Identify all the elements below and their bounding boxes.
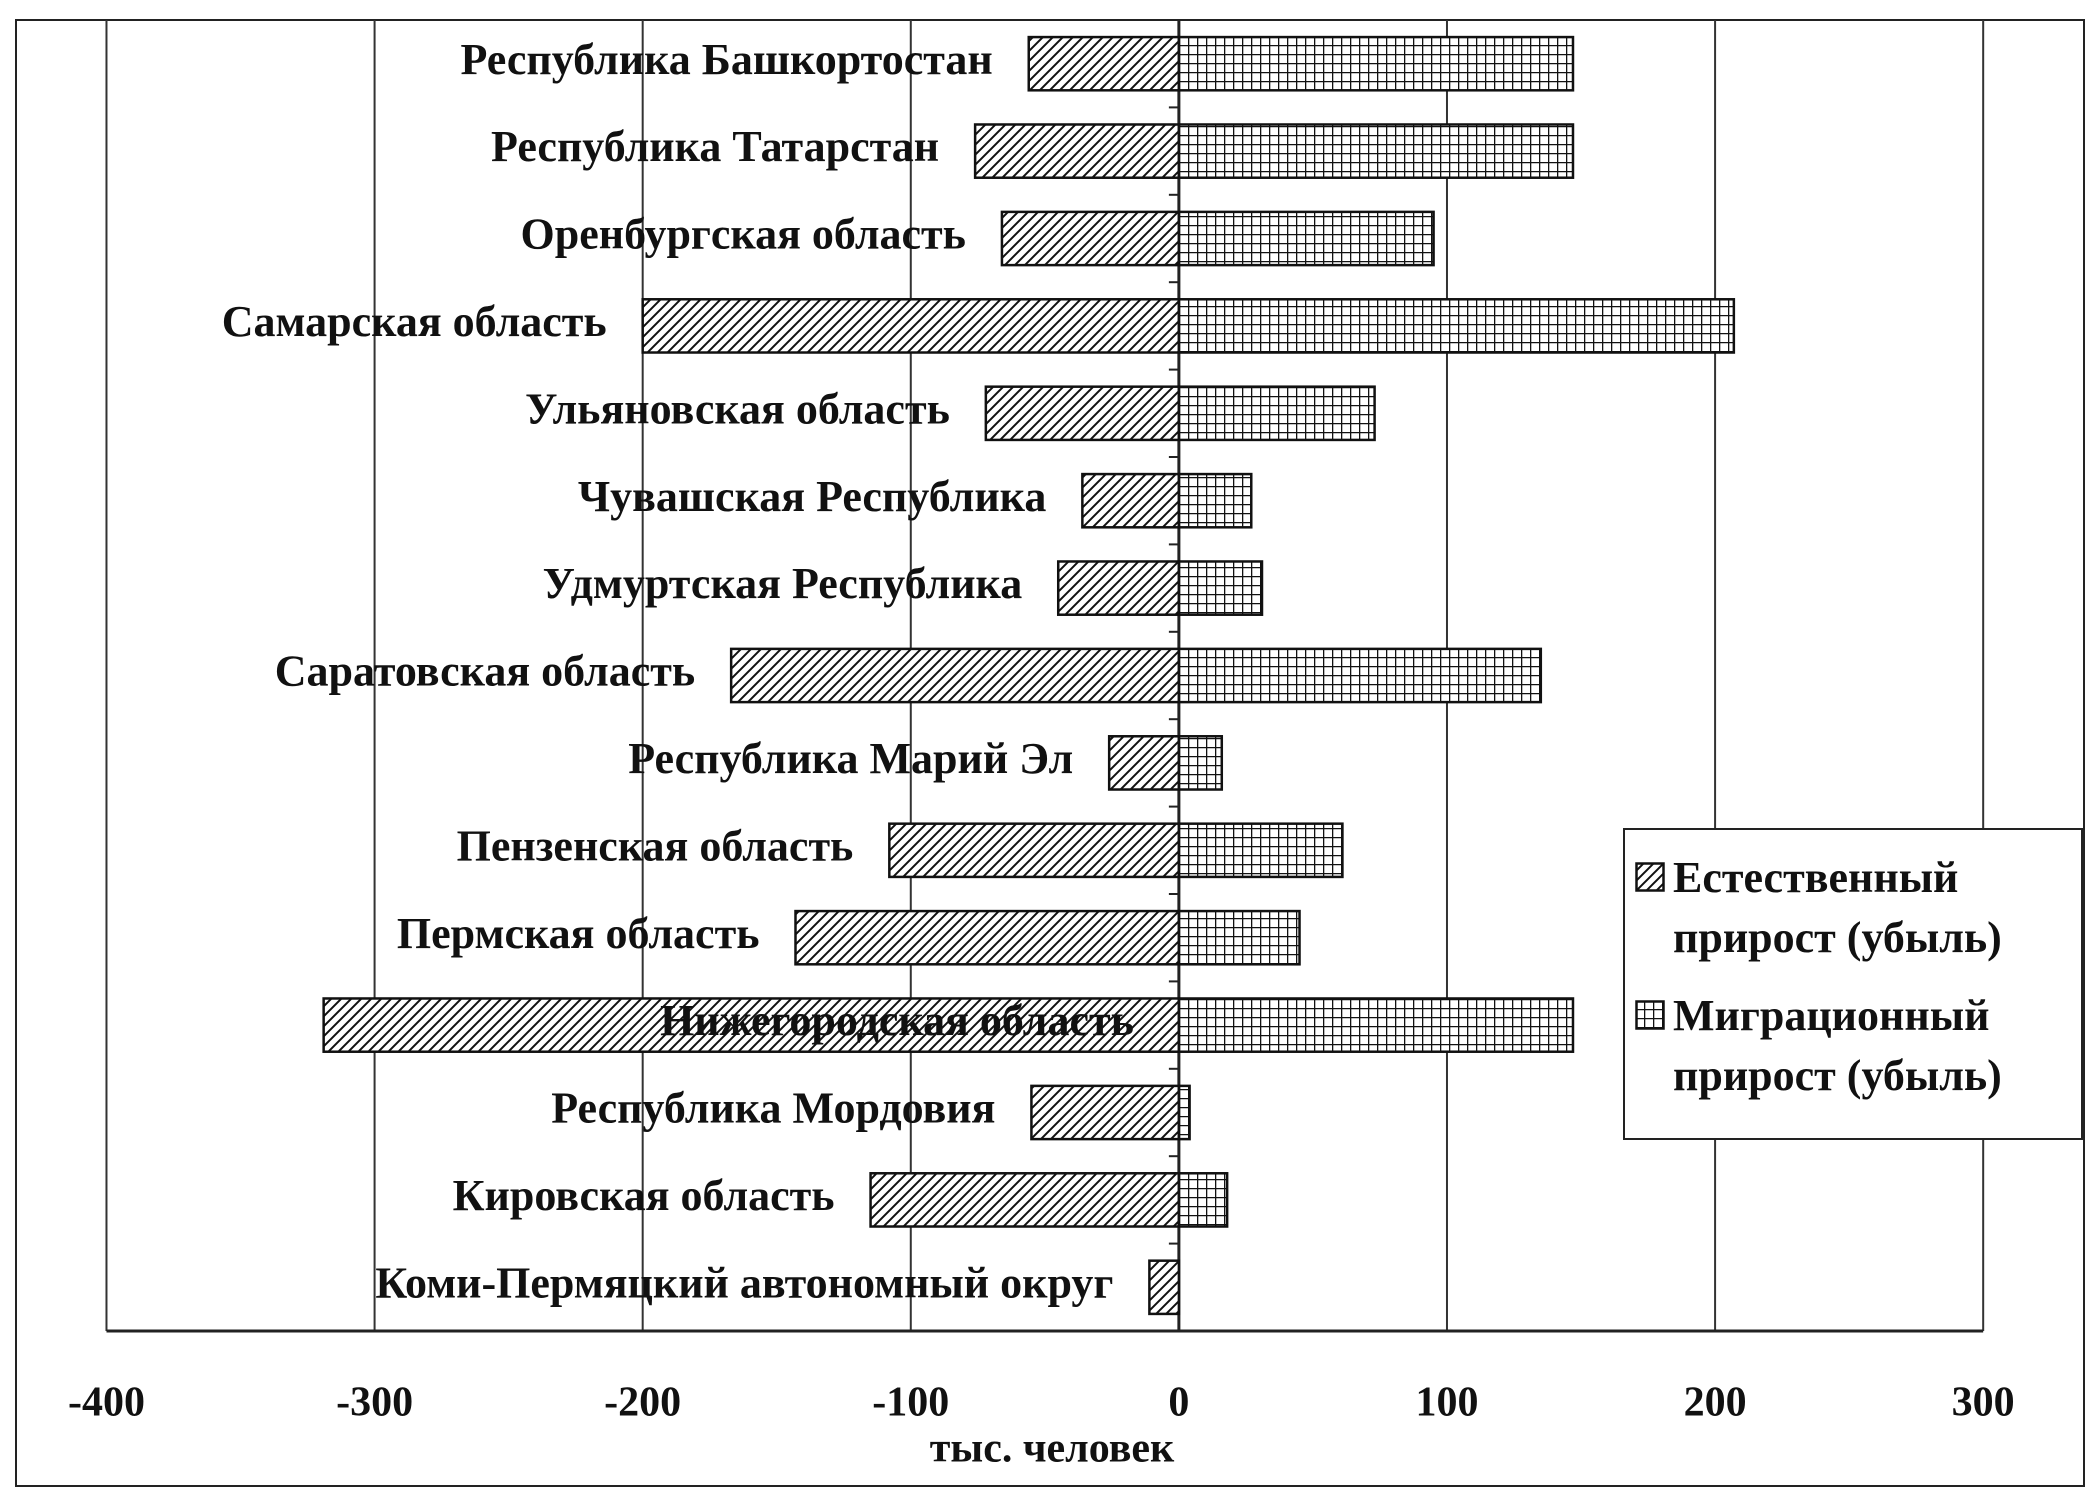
bar — [1177, 123, 1575, 179]
category-label: Республика Башкортостан — [460, 35, 992, 84]
x-tick-label: 300 — [1952, 1380, 2015, 1426]
legend-item: Естественный прирост (убыль) — [1635, 848, 2073, 968]
bar — [1177, 1172, 1229, 1228]
category-label: Пермская область — [397, 909, 760, 958]
x-tick-label: -200 — [604, 1380, 681, 1426]
legend-label: Естественный прирост (убыль) — [1673, 853, 2002, 962]
category-label: Саратовская область — [275, 647, 695, 696]
category-label: Республика Татарстан — [491, 122, 939, 171]
x-tick-label: -400 — [68, 1380, 145, 1426]
category-label: Кировская область — [453, 1171, 835, 1220]
legend: Естественный прирост (убыль) Миграционный… — [1623, 828, 2083, 1140]
bar — [641, 298, 1181, 354]
bar — [973, 123, 1181, 179]
bar — [1177, 909, 1301, 966]
x-tick-label: 0 — [1168, 1380, 1189, 1426]
category-label: Самарская область — [222, 297, 607, 346]
category-label: Оренбургская область — [521, 210, 966, 259]
category-label: Удмуртская Республика — [543, 559, 1023, 608]
bar — [1177, 35, 1575, 92]
bar — [1148, 1259, 1181, 1316]
bar — [794, 909, 1181, 966]
bar — [1177, 210, 1435, 267]
x-tick-label: 100 — [1415, 1380, 1478, 1426]
frame — [15, 19, 2085, 1487]
category-label: Республика Марий Эл — [628, 734, 1073, 783]
bar — [322, 997, 1181, 1053]
legend-swatch — [1635, 862, 1665, 892]
bar — [1056, 560, 1181, 616]
legend-item: Миграционный прирост (убыль) — [1635, 986, 2073, 1106]
bar — [1177, 472, 1253, 529]
bar — [1177, 822, 1344, 879]
bar — [1081, 472, 1181, 529]
category-label: Коми-Пермяцкий автономный округ — [375, 1258, 1113, 1307]
category-label: Чувашская Республика — [578, 472, 1047, 521]
bar — [729, 647, 1181, 704]
bar — [1177, 647, 1543, 704]
bar — [1177, 735, 1224, 791]
x-tick-label: 200 — [1684, 1380, 1747, 1426]
x-tick-label: -100 — [872, 1380, 949, 1426]
bar — [888, 822, 1181, 879]
legend-label: Миграционный прирост (убыль) — [1673, 991, 2002, 1100]
bar — [984, 385, 1181, 442]
x-tick-label: -300 — [336, 1380, 413, 1426]
bar — [1177, 560, 1264, 616]
bar — [1000, 210, 1181, 267]
category-label: Пензенская область — [457, 821, 854, 870]
category-label: Ульяновская область — [525, 384, 950, 433]
bar — [1177, 997, 1575, 1053]
bar — [869, 1172, 1181, 1228]
bar — [1030, 1084, 1181, 1141]
bar — [1177, 1084, 1191, 1141]
bar — [1027, 35, 1181, 92]
category-label: Нижегородская область — [660, 996, 1134, 1045]
bar — [1107, 735, 1181, 791]
x-axis-title: тыс. человек — [930, 1426, 1175, 1472]
legend-swatch — [1635, 1000, 1665, 1030]
category-label: Республика Мордовия — [551, 1084, 995, 1133]
bar — [1177, 385, 1376, 442]
bar — [1177, 298, 1736, 354]
